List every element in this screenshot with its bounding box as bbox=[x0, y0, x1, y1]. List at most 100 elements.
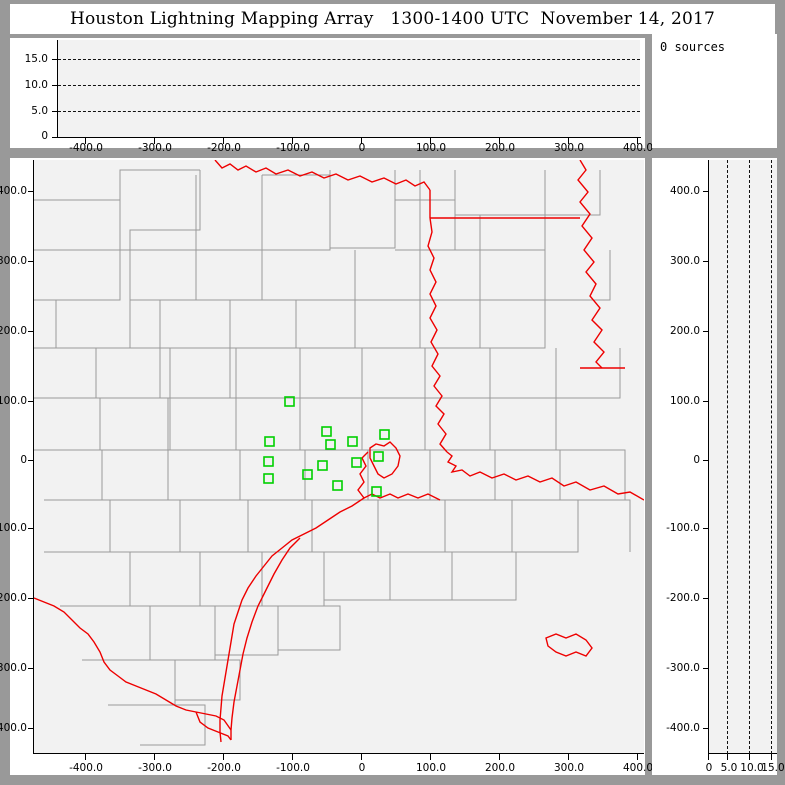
gridline-5km bbox=[58, 111, 640, 112]
y-tick bbox=[703, 728, 709, 730]
x-axis-label: -100.0 bbox=[276, 762, 310, 774]
x-axis-label: -200.0 bbox=[207, 762, 241, 774]
x-axis-label: -300.0 bbox=[138, 762, 172, 774]
x-axis-label: 10.0 bbox=[740, 762, 764, 774]
map-y-axis bbox=[33, 160, 35, 754]
x-tick bbox=[568, 138, 570, 144]
gridline-15km bbox=[58, 59, 640, 60]
x-axis-label: 0 bbox=[705, 762, 713, 774]
y-axis-label: 0 bbox=[20, 454, 27, 466]
x-tick bbox=[361, 754, 363, 760]
y-tick bbox=[28, 598, 34, 600]
x-tick bbox=[223, 138, 225, 144]
y-tick bbox=[28, 528, 34, 530]
x-tick bbox=[223, 754, 225, 760]
y-tick bbox=[28, 191, 34, 193]
x-axis-label: 300.0 bbox=[553, 762, 585, 774]
y-tick bbox=[703, 668, 709, 670]
histogram-y-axis bbox=[708, 160, 710, 754]
x-tick bbox=[637, 138, 639, 144]
x-tick bbox=[749, 754, 751, 760]
x-axis-label: 100.0 bbox=[415, 762, 447, 774]
x-axis-label: 15.0 bbox=[761, 762, 785, 774]
x-axis-label: -100.0 bbox=[276, 142, 310, 154]
y-tick bbox=[703, 528, 709, 530]
y-tick bbox=[703, 460, 709, 462]
source-count-panel: 0 sources bbox=[652, 34, 777, 148]
y-axis-label: 200.0 bbox=[669, 325, 700, 337]
x-axis-label: 200.0 bbox=[484, 142, 516, 154]
y-tick bbox=[28, 728, 34, 730]
source-count-label: 0 sources bbox=[660, 40, 726, 54]
x-tick bbox=[637, 754, 639, 760]
histogram-x-axis bbox=[708, 753, 777, 755]
y-axis-label: -400.0 bbox=[666, 722, 700, 734]
y-axis-label: 100.0 bbox=[0, 395, 27, 407]
histogram-gridline-15km bbox=[771, 160, 772, 754]
x-axis-label: 300.0 bbox=[553, 142, 585, 154]
x-tick bbox=[727, 754, 729, 760]
y-axis-label: -100.0 bbox=[0, 522, 27, 534]
altitude-vs-distance-plot-area[interactable] bbox=[58, 40, 640, 138]
y-tick bbox=[28, 401, 34, 403]
altitude-panel-x-axis bbox=[57, 137, 641, 139]
x-tick bbox=[292, 754, 294, 760]
y-tick bbox=[52, 85, 58, 87]
x-axis-label: -200.0 bbox=[207, 142, 241, 154]
histogram-gridline-5km bbox=[727, 160, 728, 754]
map-plot-area[interactable] bbox=[34, 160, 644, 754]
x-axis-label: 0 bbox=[358, 142, 366, 154]
gridline-10km bbox=[58, 85, 640, 86]
y-axis-label: 300.0 bbox=[0, 255, 27, 267]
y-axis-label: 0 bbox=[693, 454, 700, 466]
y-axis-label: -100.0 bbox=[666, 522, 700, 534]
x-axis-label: 5.0 bbox=[720, 762, 738, 774]
y-axis-label: 400.0 bbox=[0, 185, 27, 197]
y-tick bbox=[28, 331, 34, 333]
altitude-histogram-plot-area[interactable] bbox=[709, 160, 777, 754]
x-axis-label: -300.0 bbox=[138, 142, 172, 154]
y-axis-label: -200.0 bbox=[666, 592, 700, 604]
y-axis-label: -200.0 bbox=[0, 592, 27, 604]
map-x-axis bbox=[33, 753, 644, 755]
y-axis-label: -300.0 bbox=[666, 662, 700, 674]
x-axis-label: 400.0 bbox=[622, 142, 654, 154]
x-axis-label: 400.0 bbox=[622, 762, 654, 774]
histogram-gridline-10km bbox=[749, 160, 750, 754]
x-axis-label: -400.0 bbox=[69, 762, 103, 774]
x-axis-label: 100.0 bbox=[415, 142, 447, 154]
x-tick bbox=[85, 138, 87, 144]
y-axis-label: 100.0 bbox=[669, 395, 700, 407]
x-tick bbox=[430, 138, 432, 144]
y-axis-label: 10.0 bbox=[24, 79, 48, 91]
y-tick bbox=[28, 668, 34, 670]
y-tick bbox=[703, 331, 709, 333]
y-axis-label: 0 bbox=[41, 130, 48, 142]
x-tick bbox=[499, 138, 501, 144]
y-tick bbox=[28, 261, 34, 263]
y-axis-label: 400.0 bbox=[669, 185, 700, 197]
x-tick bbox=[499, 754, 501, 760]
y-tick bbox=[52, 137, 58, 139]
x-tick bbox=[154, 754, 156, 760]
x-tick bbox=[708, 754, 710, 760]
title-bar: Houston Lightning Mapping Array 1300-140… bbox=[10, 4, 775, 34]
x-tick bbox=[154, 138, 156, 144]
altitude-panel-y-axis bbox=[57, 40, 59, 138]
y-tick bbox=[703, 191, 709, 193]
y-axis-label: -400.0 bbox=[0, 722, 27, 734]
x-axis-label: 200.0 bbox=[484, 762, 516, 774]
x-tick bbox=[292, 138, 294, 144]
y-axis-label: 200.0 bbox=[0, 325, 27, 337]
page-title: Houston Lightning Mapping Array 1300-140… bbox=[69, 9, 716, 29]
y-axis-label: -300.0 bbox=[0, 662, 27, 674]
x-axis-label: -400.0 bbox=[69, 142, 103, 154]
y-tick bbox=[52, 111, 58, 113]
y-tick bbox=[703, 598, 709, 600]
y-axis-label: 15.0 bbox=[24, 53, 48, 65]
x-tick bbox=[361, 138, 363, 144]
y-tick bbox=[703, 261, 709, 263]
x-tick bbox=[430, 754, 432, 760]
y-tick bbox=[28, 460, 34, 462]
